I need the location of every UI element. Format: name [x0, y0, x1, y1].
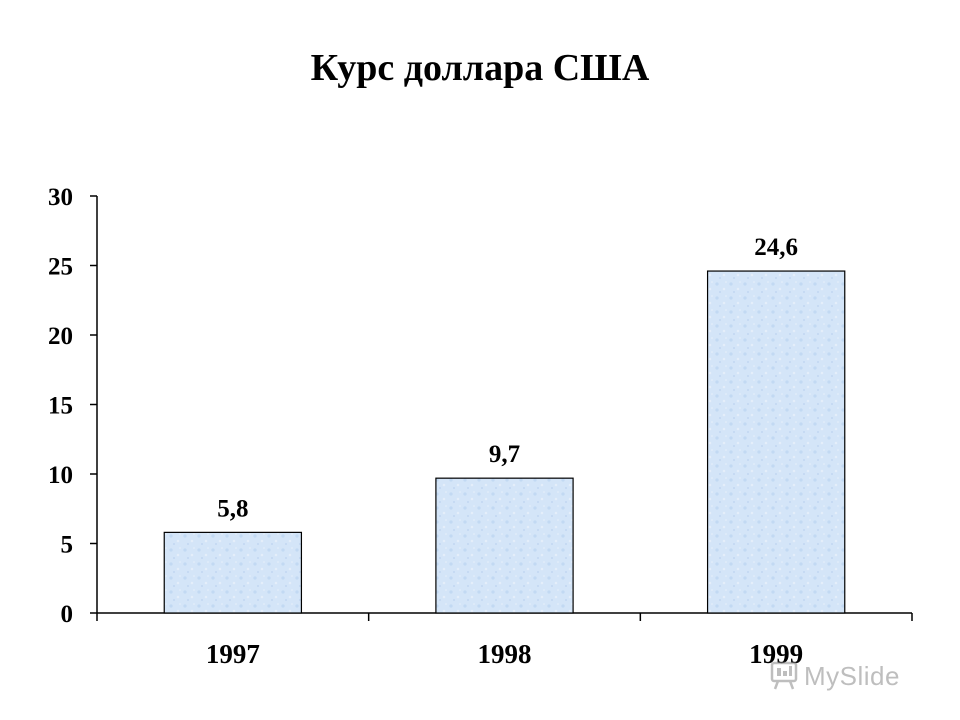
watermark-logo: MySlide [770, 656, 930, 696]
data-label-1999: 24,6 [754, 234, 798, 261]
bars [163, 270, 846, 614]
y-tick-label: 10 [48, 462, 73, 489]
y-tick-label: 30 [48, 184, 73, 211]
watermark-text: MySlide [804, 660, 900, 691]
y-tick-label: 0 [61, 601, 74, 628]
bar-1998 [435, 477, 574, 614]
chart-title: Курс доллара США [310, 47, 650, 89]
bar-1997 [163, 531, 303, 614]
data-label-1997: 5,8 [217, 495, 248, 522]
y-tick-label: 25 [48, 254, 73, 281]
data-label-1998: 9,7 [489, 441, 520, 468]
y-tick-label: 15 [48, 393, 73, 420]
x-tick-label-1998: 1998 [478, 639, 532, 669]
x-tick-label-1997: 1997 [206, 639, 260, 669]
presentation-icon [770, 661, 798, 690]
y-tick-label: 5 [61, 532, 74, 559]
bar-1999 [706, 270, 846, 614]
y-tick-label: 20 [48, 323, 73, 350]
